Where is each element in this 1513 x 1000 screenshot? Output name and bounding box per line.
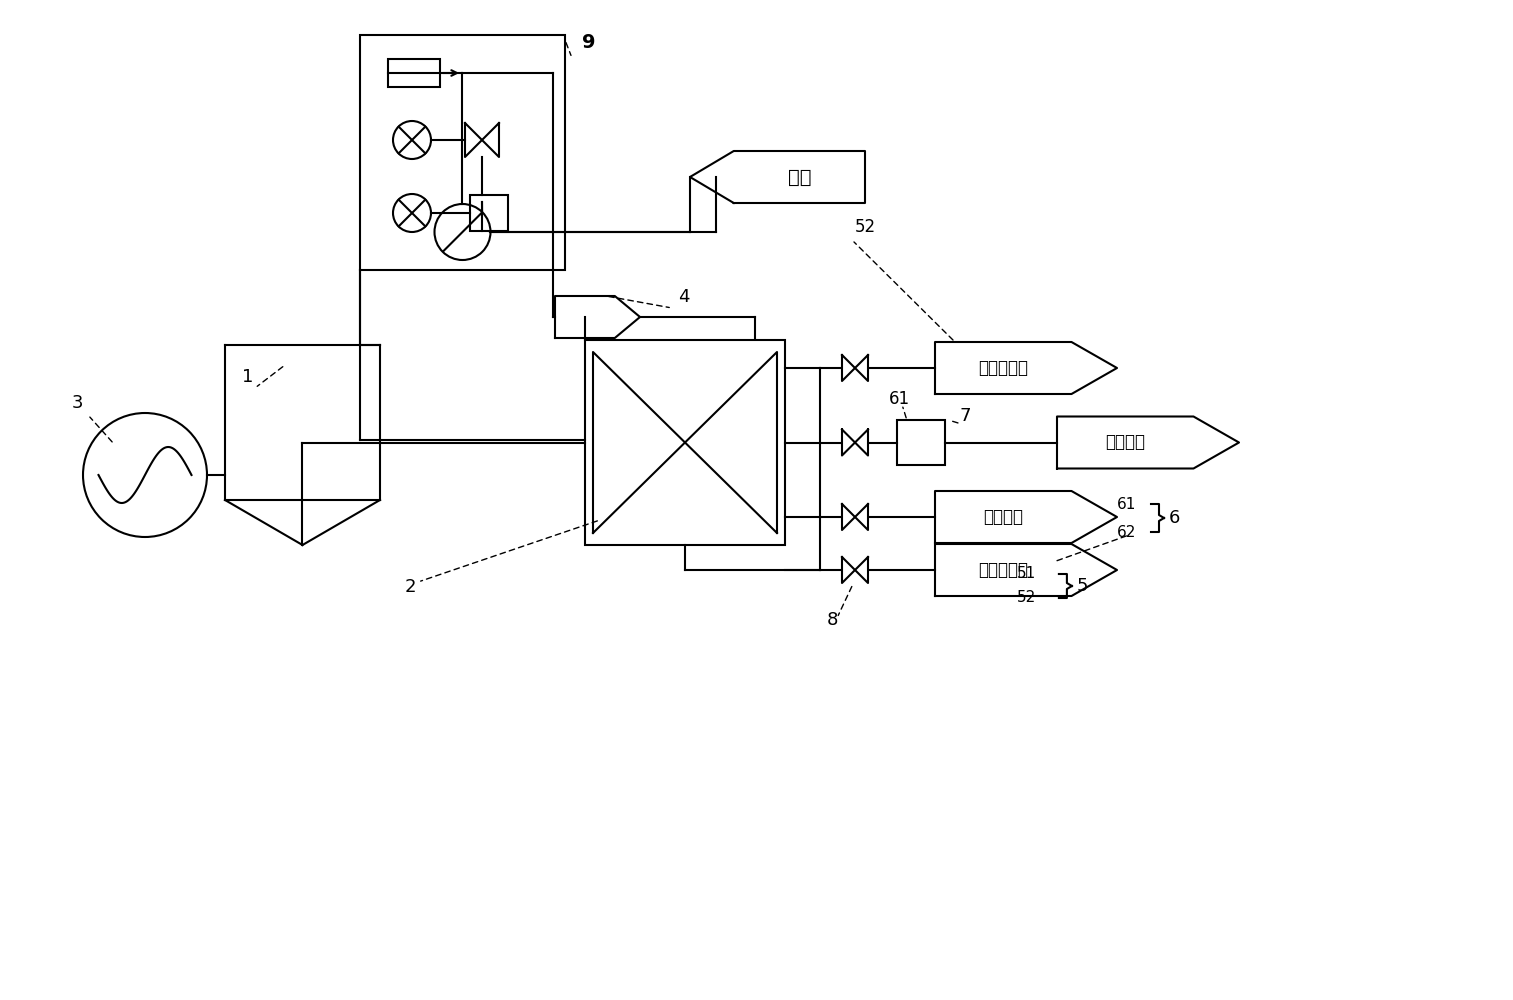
Text: 8: 8 <box>828 611 838 629</box>
Text: 2: 2 <box>405 578 416 596</box>
Text: 尖峰循环水: 尖峰循环水 <box>979 561 1029 579</box>
Text: 52: 52 <box>855 218 876 236</box>
Text: 61: 61 <box>1117 497 1136 512</box>
Bar <box>471 195 508 231</box>
Text: 抽汽: 抽汽 <box>788 167 811 186</box>
Text: 1: 1 <box>242 368 253 386</box>
Text: 尖峰循环水: 尖峰循环水 <box>979 359 1029 377</box>
Text: 热网回水: 热网回水 <box>983 508 1023 526</box>
Bar <box>897 420 946 464</box>
Text: 4: 4 <box>678 288 690 306</box>
Bar <box>360 35 564 270</box>
Text: 52: 52 <box>1017 590 1036 605</box>
Text: 3: 3 <box>73 394 83 412</box>
Text: 62: 62 <box>1117 525 1136 540</box>
Text: 51: 51 <box>1017 566 1036 581</box>
Text: 7: 7 <box>961 407 971 425</box>
Text: 热网供水: 热网供水 <box>1106 434 1145 452</box>
Text: 6: 6 <box>1170 509 1180 527</box>
Bar <box>387 59 440 87</box>
Text: 9: 9 <box>583 33 596 52</box>
Text: 61: 61 <box>890 390 911 408</box>
Text: 5: 5 <box>1077 577 1088 595</box>
Bar <box>586 340 785 545</box>
